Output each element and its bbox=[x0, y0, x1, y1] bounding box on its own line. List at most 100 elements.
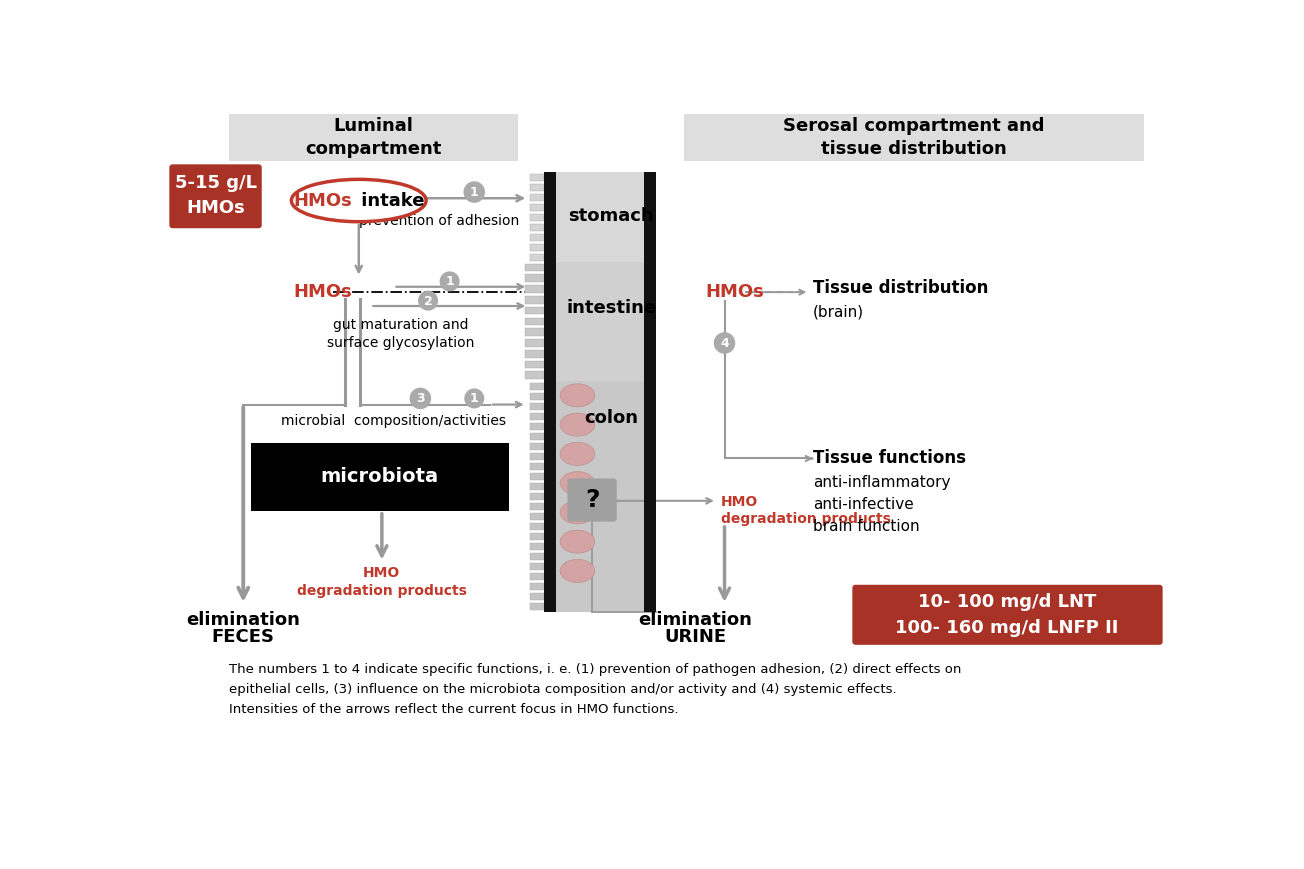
Bar bbox=[529, 463, 544, 470]
Text: (brain): (brain) bbox=[814, 304, 865, 320]
Ellipse shape bbox=[561, 560, 595, 582]
Ellipse shape bbox=[561, 530, 595, 554]
Bar bbox=[529, 423, 544, 430]
Ellipse shape bbox=[561, 442, 595, 466]
Text: HMOs: HMOs bbox=[293, 283, 352, 302]
Bar bbox=[529, 413, 544, 420]
Circle shape bbox=[409, 388, 432, 409]
Text: prevention of adhesion: prevention of adhesion bbox=[360, 214, 520, 228]
Text: microbiota: microbiota bbox=[321, 468, 439, 487]
Text: FECES: FECES bbox=[211, 628, 275, 646]
Bar bbox=[526, 371, 544, 379]
Bar bbox=[529, 183, 544, 190]
Bar bbox=[529, 473, 544, 480]
Text: 5-15 g/L
HMOs: 5-15 g/L HMOs bbox=[175, 175, 257, 217]
Bar bbox=[529, 534, 544, 541]
Text: HMOs: HMOs bbox=[705, 283, 764, 302]
Bar bbox=[529, 393, 544, 400]
Bar bbox=[526, 296, 544, 303]
Text: epithelial cells, (3) influence on the microbiota composition and/or activity an: epithelial cells, (3) influence on the m… bbox=[230, 683, 897, 696]
Bar bbox=[526, 275, 544, 282]
Bar bbox=[644, 172, 656, 613]
Bar bbox=[526, 361, 544, 368]
Circle shape bbox=[463, 182, 485, 202]
Bar bbox=[529, 383, 544, 390]
Bar bbox=[250, 443, 509, 511]
Bar bbox=[529, 563, 544, 570]
Bar bbox=[529, 523, 544, 530]
Ellipse shape bbox=[561, 384, 595, 407]
Circle shape bbox=[713, 332, 735, 354]
Bar bbox=[529, 214, 544, 221]
Bar bbox=[529, 403, 544, 410]
Text: 10- 100 mg/d LNT
100- 160 mg/d LNFP II: 10- 100 mg/d LNT 100- 160 mg/d LNFP II bbox=[896, 593, 1119, 637]
Text: 4: 4 bbox=[720, 337, 729, 350]
Bar bbox=[529, 543, 544, 550]
Text: stomach: stomach bbox=[569, 207, 655, 225]
Text: microbial  composition/activities: microbial composition/activities bbox=[280, 414, 506, 428]
Text: 1: 1 bbox=[469, 186, 479, 199]
Bar bbox=[529, 493, 544, 500]
Bar bbox=[544, 172, 556, 613]
Text: 1: 1 bbox=[445, 275, 454, 289]
Bar bbox=[529, 574, 544, 580]
Circle shape bbox=[464, 388, 484, 408]
Text: Intensities of the arrows reflect the current focus in HMO functions.: Intensities of the arrows reflect the cu… bbox=[230, 703, 679, 716]
Bar bbox=[529, 503, 544, 510]
Text: HMOs: HMOs bbox=[293, 191, 352, 209]
Bar bbox=[529, 594, 544, 600]
Text: colon: colon bbox=[584, 409, 639, 428]
Bar bbox=[529, 554, 544, 561]
Bar bbox=[526, 339, 544, 347]
Circle shape bbox=[439, 271, 459, 291]
Text: Tissue functions: Tissue functions bbox=[814, 449, 966, 468]
Ellipse shape bbox=[561, 413, 595, 436]
Ellipse shape bbox=[561, 472, 595, 494]
Text: elimination: elimination bbox=[186, 611, 300, 629]
FancyBboxPatch shape bbox=[170, 164, 262, 229]
Bar bbox=[529, 603, 544, 610]
Bar bbox=[230, 114, 518, 162]
Bar bbox=[526, 263, 544, 271]
Text: intake: intake bbox=[355, 191, 424, 209]
Text: 3: 3 bbox=[416, 392, 425, 405]
Bar bbox=[526, 317, 544, 325]
Text: elimination: elimination bbox=[639, 611, 752, 629]
Bar bbox=[529, 234, 544, 241]
Text: gut maturation and
surface glycosylation: gut maturation and surface glycosylation bbox=[327, 318, 475, 350]
Text: HMO
degradation products: HMO degradation products bbox=[721, 494, 891, 526]
Bar bbox=[526, 307, 544, 315]
Text: The numbers 1 to 4 indicate specific functions, i. e. (1) prevention of pathogen: The numbers 1 to 4 indicate specific fun… bbox=[230, 663, 962, 676]
Text: HMO
degradation products: HMO degradation products bbox=[297, 567, 467, 598]
Circle shape bbox=[419, 290, 438, 310]
FancyBboxPatch shape bbox=[853, 585, 1163, 645]
Bar bbox=[529, 583, 544, 590]
Bar bbox=[529, 514, 544, 520]
Bar bbox=[526, 285, 544, 293]
Ellipse shape bbox=[561, 501, 595, 524]
Bar bbox=[529, 443, 544, 450]
Text: URINE: URINE bbox=[664, 628, 726, 646]
Bar bbox=[529, 194, 544, 201]
Ellipse shape bbox=[291, 179, 426, 222]
Bar bbox=[529, 223, 544, 230]
Bar bbox=[526, 328, 544, 336]
Bar bbox=[529, 203, 544, 210]
Bar bbox=[529, 483, 544, 490]
Bar bbox=[529, 453, 544, 460]
Bar bbox=[526, 350, 544, 358]
Text: ?: ? bbox=[584, 488, 600, 512]
Text: anti-inflammatory
anti-infective
brain function: anti-inflammatory anti-infective brain f… bbox=[814, 475, 951, 534]
Text: intestine: intestine bbox=[566, 299, 656, 317]
Bar bbox=[529, 433, 544, 440]
Bar bbox=[529, 243, 544, 250]
Bar bbox=[529, 254, 544, 261]
Bar bbox=[556, 172, 644, 262]
Bar bbox=[529, 174, 544, 181]
Bar bbox=[683, 114, 1144, 162]
Text: Serosal compartment and
tissue distribution: Serosal compartment and tissue distribut… bbox=[784, 116, 1045, 158]
Text: 2: 2 bbox=[424, 295, 433, 308]
Text: 1: 1 bbox=[469, 392, 479, 405]
Text: Luminal
compartment: Luminal compartment bbox=[305, 116, 442, 158]
Text: Tissue distribution: Tissue distribution bbox=[814, 279, 988, 296]
